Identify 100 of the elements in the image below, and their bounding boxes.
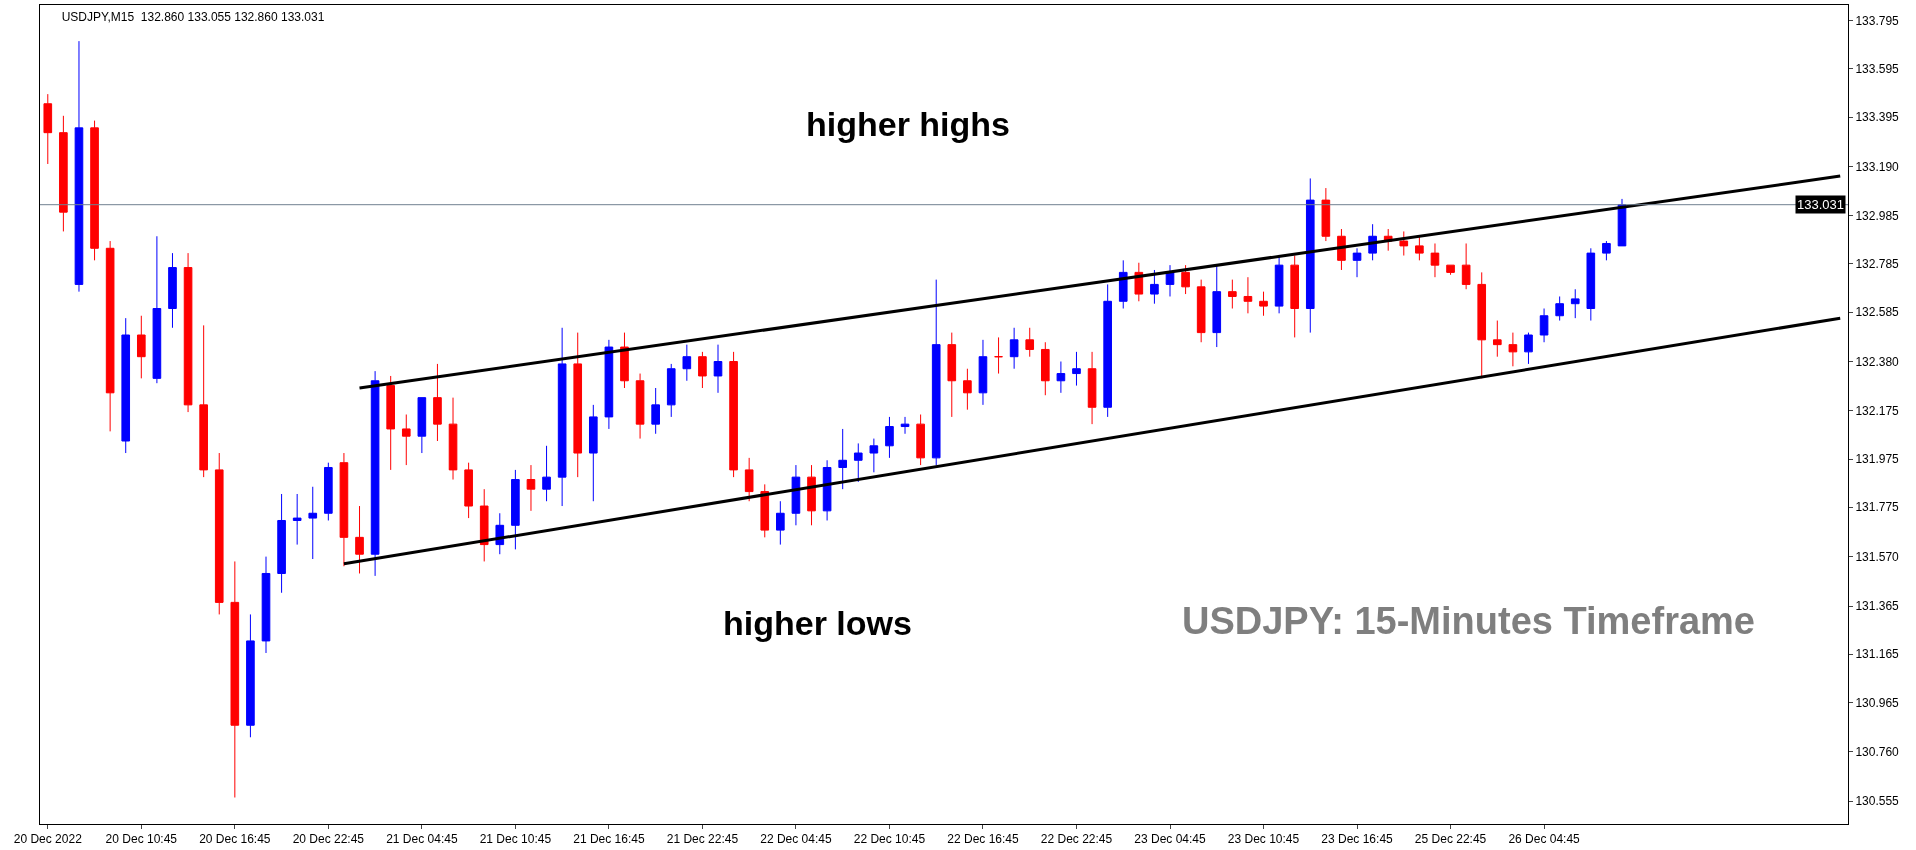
candlestick: [853, 442, 863, 483]
candlestick: [666, 363, 676, 418]
candlestick: [1570, 288, 1580, 319]
candlestick: [635, 373, 645, 440]
candlestick: [931, 279, 941, 466]
candlestick: [292, 493, 302, 546]
y-tick-label: 132.985: [1855, 208, 1900, 223]
candlestick: [74, 40, 84, 293]
candlestick: [199, 324, 208, 478]
y-tick-label: 132.785: [1855, 257, 1900, 272]
y-tick-label: 131.775: [1855, 500, 1900, 515]
candlestick: [168, 252, 177, 329]
y-tick-label: 130.555: [1855, 794, 1900, 809]
candlestick: [417, 397, 427, 454]
candlestick: [1056, 361, 1066, 394]
y-tick-label: 131.570: [1855, 549, 1900, 564]
candlestick: [464, 462, 473, 519]
y-tick-label: 132.380: [1855, 354, 1900, 369]
text: USDJPY,M15 132.860 133.055 132.860 133.031: [61, 10, 325, 25]
candlestick: [994, 336, 1003, 375]
candlestick: [1305, 177, 1315, 334]
y-tick-label: 133.595: [1855, 62, 1900, 77]
x-tick-label: 22 Dec 22:45: [1040, 832, 1113, 847]
x-tick-label: 20 Dec 2022: [13, 832, 83, 847]
candlestick: [1150, 269, 1159, 305]
candlestick: [822, 459, 832, 521]
candlestick: [230, 560, 240, 798]
candlestick: [1040, 341, 1050, 396]
candlestick: [916, 414, 925, 466]
candlestick: [1415, 235, 1424, 261]
candlestick: [401, 414, 411, 466]
candlestick: [557, 327, 567, 507]
annotation: higher highs: [806, 105, 1010, 143]
candlestick: [807, 464, 816, 526]
candlestick: [1009, 327, 1019, 370]
x-tick-label: 23 Dec 04:45: [1134, 832, 1207, 847]
candlestick: [277, 493, 286, 594]
candlestick: [1539, 308, 1549, 343]
candlestick: [651, 387, 660, 435]
annotation: USDJPY: 15-Minutes Timeframe: [1182, 600, 1755, 642]
y-tick-label: 130.965: [1855, 695, 1900, 710]
candlestick: [1446, 264, 1455, 276]
candlestick: [1259, 291, 1268, 317]
candlestick: [1243, 276, 1253, 314]
candlestick: [1352, 247, 1362, 278]
candlestick: [869, 438, 879, 473]
candlestick: [776, 500, 785, 546]
candlestick: [1555, 295, 1564, 322]
candlestick: [1399, 230, 1409, 257]
candlestick: [511, 469, 520, 550]
candlestick: [121, 317, 131, 454]
candlestick: [1508, 332, 1518, 367]
candlestick: [791, 464, 801, 526]
candlestick: [43, 93, 53, 165]
candlestick: [1118, 259, 1128, 310]
candlestick: [698, 351, 707, 389]
candlestick: [214, 452, 224, 615]
candlestick: [1103, 283, 1112, 418]
candlestick: [682, 344, 692, 382]
candlestick: [1212, 264, 1222, 348]
candlestick: [433, 363, 442, 442]
candlestick: [947, 332, 957, 418]
x-tick-label: 21 Dec 10:45: [479, 832, 552, 847]
candlestick: [1477, 271, 1487, 379]
candlestick: [588, 404, 598, 502]
y-tick-label: 132.175: [1855, 404, 1900, 419]
y-tick-label: 133.795: [1855, 13, 1900, 28]
candlestick: [183, 252, 193, 413]
candlestick: [324, 462, 333, 521]
candlestick: [136, 315, 146, 379]
candlestick: [370, 370, 380, 577]
candlestick: [1492, 320, 1502, 358]
candlestick: [1430, 242, 1440, 278]
x-tick-label: 23 Dec 10:45: [1227, 832, 1300, 847]
candlestick: [448, 397, 458, 481]
candlestick: [386, 375, 396, 471]
candlestick: [105, 240, 115, 432]
candlestick: [1087, 351, 1097, 425]
x-tick-label: 20 Dec 22:45: [292, 832, 365, 847]
candlestick: [1181, 264, 1190, 295]
candlestick: [978, 339, 988, 406]
candlestick: [479, 488, 489, 562]
candlestick: [604, 339, 614, 430]
candlestick: [885, 416, 894, 459]
y-tick-label: 131.975: [1855, 452, 1900, 467]
candlestick: [963, 368, 972, 411]
candlestick: [1321, 187, 1331, 242]
y-tick-label: 131.365: [1855, 599, 1900, 614]
candlestick: [620, 332, 629, 389]
candlestick: [760, 483, 770, 538]
candlestick: [573, 332, 583, 478]
candlestick: [90, 120, 99, 261]
candlestick: [900, 416, 910, 435]
y-tick-label: 133.190: [1855, 159, 1900, 174]
candlestick: [542, 445, 551, 502]
candlestick: [1072, 351, 1081, 387]
candlestick: [1274, 255, 1284, 314]
annotation: higher lows: [723, 604, 912, 642]
candlestick: [308, 486, 318, 560]
ref-line-label: 133.031: [1797, 197, 1844, 212]
